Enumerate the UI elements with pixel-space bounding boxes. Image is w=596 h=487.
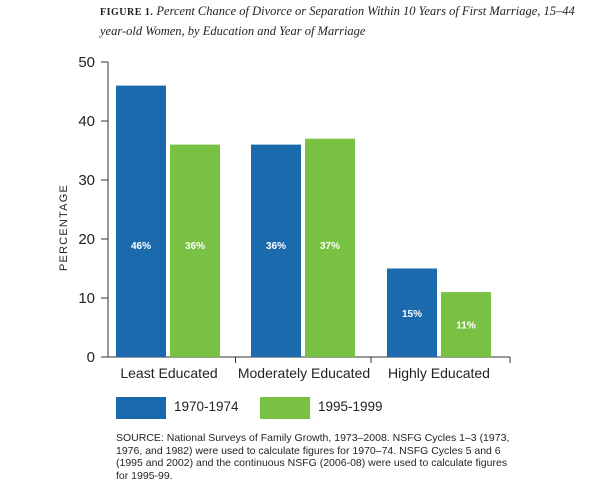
figure-label: FIGURE 1. [100,7,154,18]
y-tick-label: 20 [78,231,95,248]
chart-title: FIGURE 1. Percent Chance of Divorce or Se… [100,2,580,41]
source-note: SOURCE: National Surveys of Family Growt… [116,432,510,482]
data-label: 36% [266,241,286,252]
y-tick-label: 30 [78,172,95,189]
bar-2-2 [305,138,355,357]
bar-2-3 [441,292,491,357]
bar-1-1 [116,85,166,357]
data-label: 37% [320,241,340,252]
data-label: 15% [402,309,422,320]
legend-label-series-2: 1995-1999 [318,399,383,414]
data-label: 36% [185,241,205,252]
y-tick-label: 40 [78,113,95,130]
bar-chart: 0 10 20 30 40 50 PERCENTAGE 46% 36% 36% 37% 15% 11% L… [58,54,511,381]
bar-2-1 [170,144,220,357]
legend-swatch-series-2 [260,397,310,419]
data-label: 11% [456,321,476,332]
legend-label-series-1: 1970-1974 [174,399,239,414]
legend-swatch-series-1 [116,397,166,419]
y-tick-label: 0 [87,349,95,366]
data-label: 46% [131,241,151,252]
y-tick-label: 50 [78,54,95,71]
y-tick-label: 10 [78,290,95,307]
bar-1-2 [251,144,301,357]
x-category-label: Highly Educated [388,365,490,381]
y-axis-title: PERCENTAGE [58,184,70,271]
x-category-label: Least Educated [120,365,217,381]
bar-1-3 [387,268,437,357]
x-category-label: Moderately Educated [238,365,370,381]
figure-title-text: Percent Chance of Divorce or Separation … [100,4,575,38]
